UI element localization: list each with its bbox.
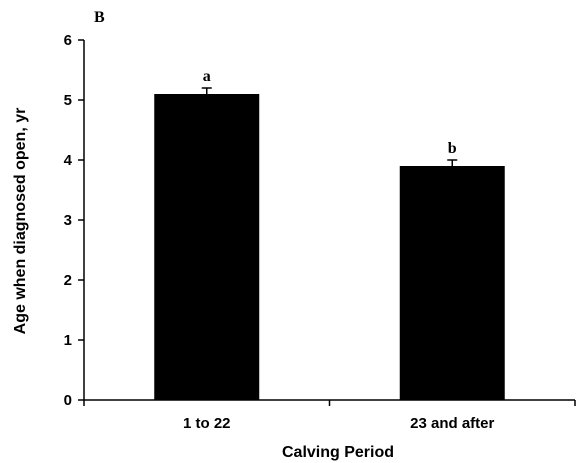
- y-tick-label-3: 3: [64, 212, 72, 229]
- significance-letter-0: a: [203, 68, 211, 85]
- y-tick-label-1: 1: [64, 332, 72, 349]
- significance-letter-1: b: [448, 140, 457, 157]
- y-tick-label-2: 2: [64, 272, 72, 289]
- y-tick-label-6: 6: [64, 32, 72, 49]
- x-axis-title: Calving Period: [282, 444, 394, 461]
- x-axis: 1 to 22 23 and after: [83, 399, 576, 432]
- bars: ab: [154, 68, 505, 400]
- y-axis-title: Age when diagnosed open, yr: [12, 108, 29, 335]
- y-tick-label-5: 5: [64, 92, 72, 109]
- y-tick-label-0: 0: [64, 392, 72, 409]
- y-axis: 0 1 2 3 4 5 6: [64, 32, 85, 409]
- x-tick-label-1: 23 and after: [410, 415, 494, 432]
- panel-label: B: [94, 9, 105, 26]
- x-tick-label-0: 1 to 22: [183, 415, 231, 432]
- bar-0: [154, 94, 260, 400]
- bar-1: [399, 166, 505, 400]
- y-tick-label-4: 4: [64, 152, 73, 169]
